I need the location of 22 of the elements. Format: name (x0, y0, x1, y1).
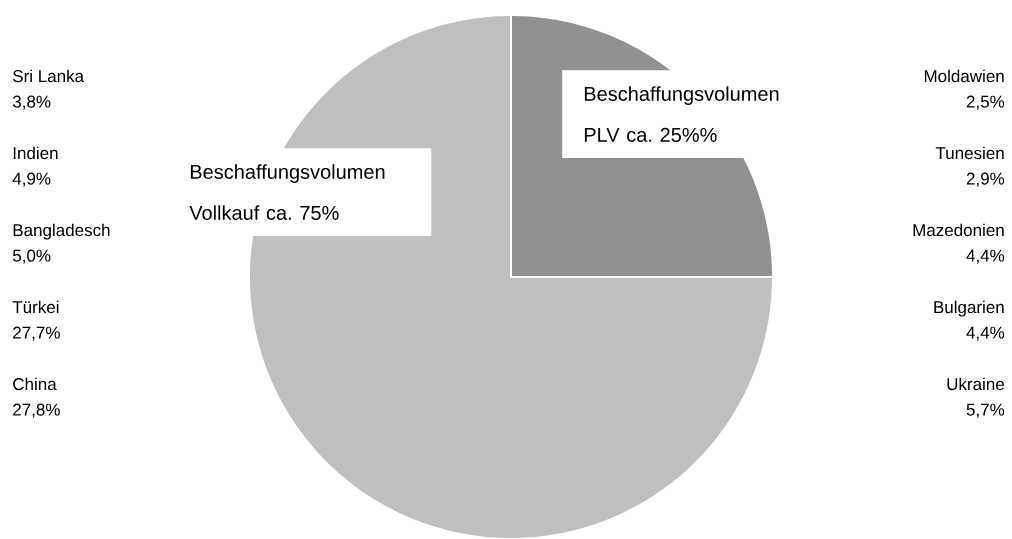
text: Indien (13, 146, 58, 160)
text: Türkei (12, 300, 59, 314)
text: Mazedonien (913, 223, 1004, 237)
text: Sri Lanka (13, 69, 85, 83)
text: Moldawien (924, 69, 1004, 83)
text: 4,9% (12, 172, 51, 187)
text: 2,5% (966, 95, 1005, 110)
slice-label: Beschaffungsvolumen PLV ca. 25%% (584, 86, 779, 142)
text: 4,4% (966, 326, 1005, 341)
text: Tunesien (935, 146, 1004, 160)
text: 5,7% (966, 403, 1005, 418)
text: 27,7% (13, 326, 60, 341)
text: 3,8% (12, 95, 51, 110)
text: Ukraine (947, 377, 1004, 391)
text: Bulgarien (934, 300, 1004, 317)
text: Bangladesch (13, 223, 110, 240)
text: 27,8% (13, 403, 60, 418)
text: China (13, 377, 57, 391)
text: 4,4% (966, 249, 1005, 264)
text: 5,0% (12, 249, 51, 264)
text: 2,9% (966, 172, 1005, 187)
slice-label: Beschaffungsvolumen Vollkauf ca. 75% (189, 164, 385, 220)
